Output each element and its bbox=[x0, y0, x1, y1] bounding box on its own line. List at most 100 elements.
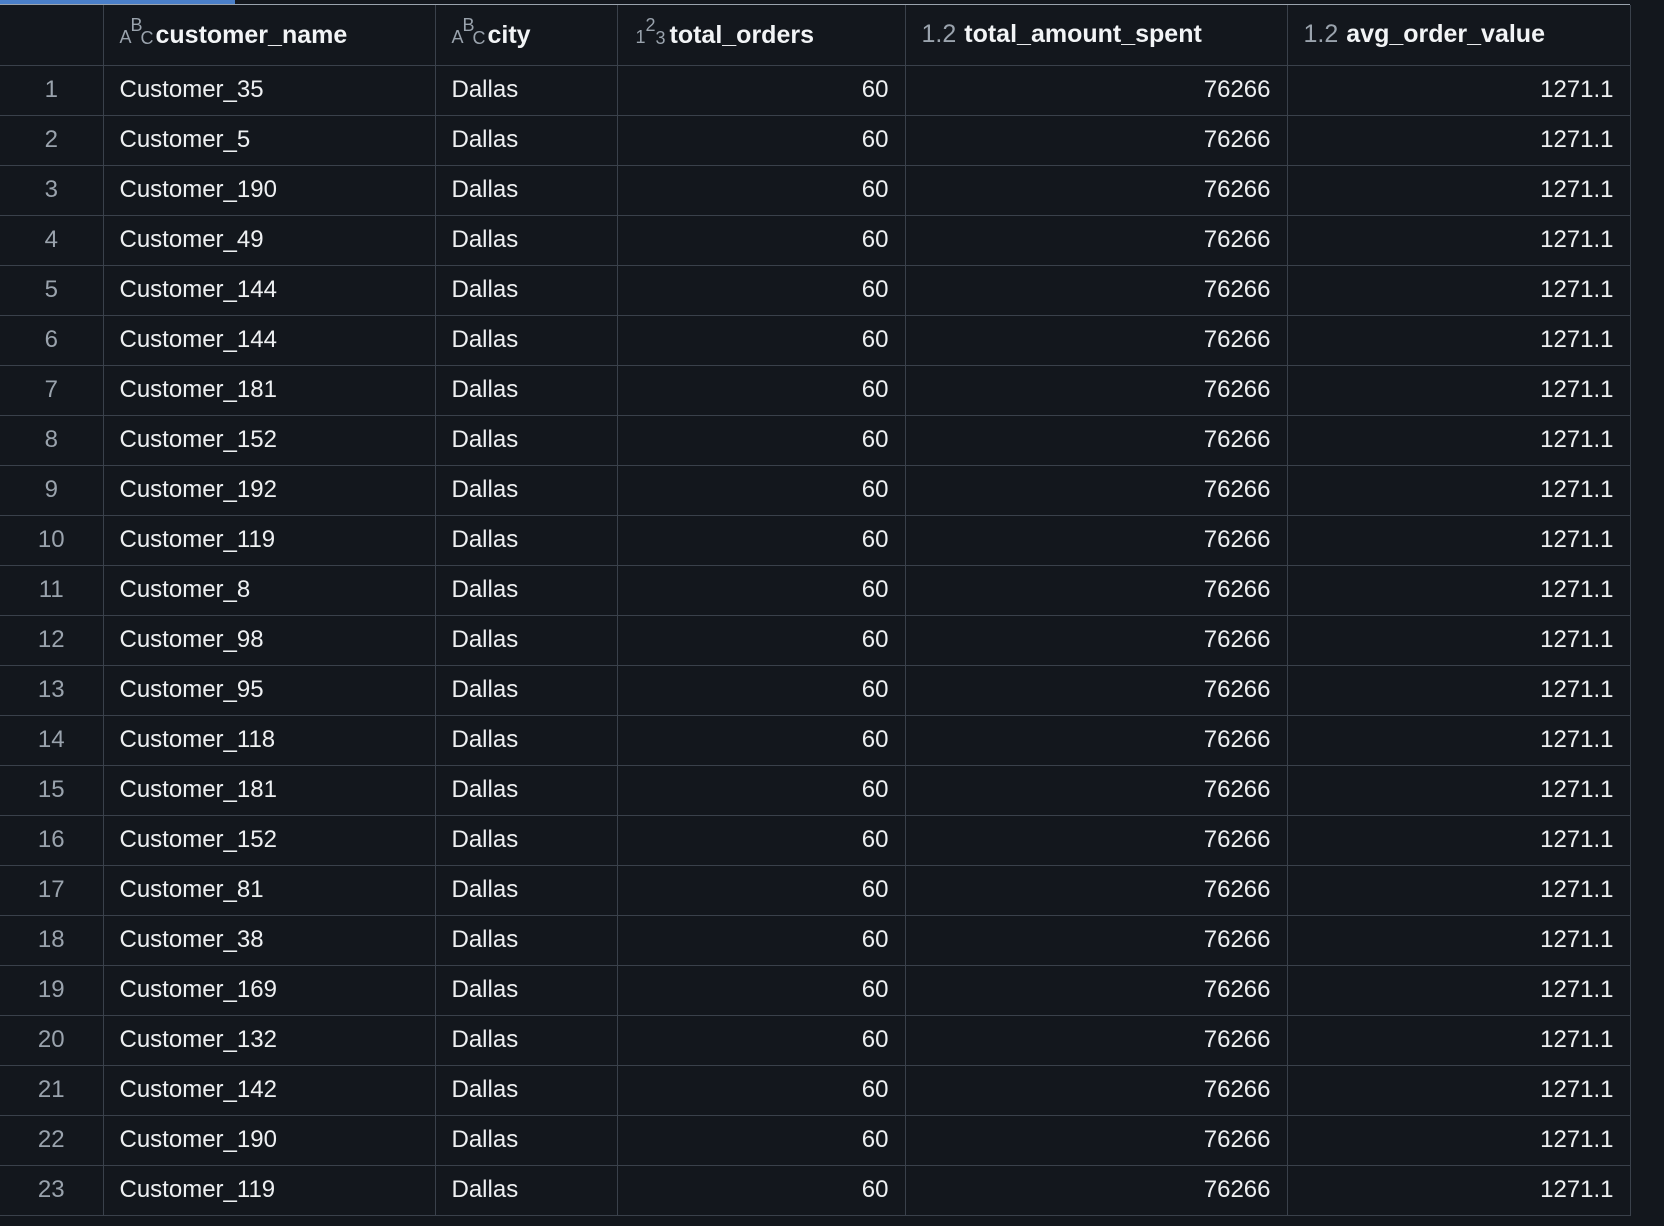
cell-avg-order-value[interactable]: 1271.1 bbox=[1287, 665, 1631, 716]
table-row[interactable]: 7 Customer_181 Dallas 60 76266 1271.1 bbox=[0, 365, 1631, 416]
cell-city[interactable]: Dallas bbox=[435, 865, 618, 916]
cell-avg-order-value[interactable]: 1271.1 bbox=[1287, 1115, 1631, 1166]
cell-avg-order-value[interactable]: 1271.1 bbox=[1287, 915, 1631, 966]
cell-customer-name[interactable]: Customer_152 bbox=[103, 815, 436, 866]
cell-city[interactable]: Dallas bbox=[435, 965, 618, 1016]
cell-total-orders[interactable]: 60 bbox=[617, 65, 906, 116]
cell-total-amount-spent[interactable]: 76266 bbox=[905, 1065, 1288, 1116]
cell-total-amount-spent[interactable]: 76266 bbox=[905, 715, 1288, 766]
cell-total-orders[interactable]: 60 bbox=[617, 315, 906, 366]
cell-avg-order-value[interactable]: 1271.1 bbox=[1287, 1065, 1631, 1116]
table-row[interactable]: 9 Customer_192 Dallas 60 76266 1271.1 bbox=[0, 465, 1631, 516]
cell-total-orders[interactable]: 60 bbox=[617, 565, 906, 616]
cell-total-orders[interactable]: 60 bbox=[617, 665, 906, 716]
cell-customer-name[interactable]: Customer_118 bbox=[103, 715, 436, 766]
row-index-cell[interactable]: 17 bbox=[0, 865, 104, 916]
table-row[interactable]: 4 Customer_49 Dallas 60 76266 1271.1 bbox=[0, 215, 1631, 266]
cell-avg-order-value[interactable]: 1271.1 bbox=[1287, 165, 1631, 216]
cell-customer-name[interactable]: Customer_190 bbox=[103, 1115, 436, 1166]
cell-total-amount-spent[interactable]: 76266 bbox=[905, 65, 1288, 116]
row-index-cell[interactable]: 19 bbox=[0, 965, 104, 1016]
row-index-cell[interactable]: 20 bbox=[0, 1015, 104, 1066]
cell-total-amount-spent[interactable]: 76266 bbox=[905, 515, 1288, 566]
table-row[interactable]: 1 Customer_35 Dallas 60 76266 1271.1 bbox=[0, 65, 1631, 116]
cell-total-orders[interactable]: 60 bbox=[617, 865, 906, 916]
cell-total-orders[interactable]: 60 bbox=[617, 365, 906, 416]
cell-city[interactable]: Dallas bbox=[435, 665, 618, 716]
cell-city[interactable]: Dallas bbox=[435, 815, 618, 866]
cell-city[interactable]: Dallas bbox=[435, 465, 618, 516]
cell-total-amount-spent[interactable]: 76266 bbox=[905, 115, 1288, 166]
row-index-cell[interactable]: 3 bbox=[0, 165, 104, 216]
cell-total-orders[interactable]: 60 bbox=[617, 115, 906, 166]
cell-customer-name[interactable]: Customer_119 bbox=[103, 515, 436, 566]
cell-customer-name[interactable]: Customer_181 bbox=[103, 365, 436, 416]
cell-avg-order-value[interactable]: 1271.1 bbox=[1287, 115, 1631, 166]
cell-total-orders[interactable]: 60 bbox=[617, 765, 906, 816]
cell-city[interactable]: Dallas bbox=[435, 515, 618, 566]
row-index-cell[interactable]: 22 bbox=[0, 1115, 104, 1166]
cell-avg-order-value[interactable]: 1271.1 bbox=[1287, 415, 1631, 466]
cell-total-amount-spent[interactable]: 76266 bbox=[905, 1115, 1288, 1166]
cell-customer-name[interactable]: Customer_181 bbox=[103, 765, 436, 816]
cell-total-orders[interactable]: 60 bbox=[617, 815, 906, 866]
row-index-cell[interactable]: 7 bbox=[0, 365, 104, 416]
row-index-cell[interactable]: 12 bbox=[0, 615, 104, 666]
cell-customer-name[interactable]: Customer_144 bbox=[103, 265, 436, 316]
cell-avg-order-value[interactable]: 1271.1 bbox=[1287, 465, 1631, 516]
cell-total-amount-spent[interactable]: 76266 bbox=[905, 965, 1288, 1016]
row-index-cell[interactable]: 5 bbox=[0, 265, 104, 316]
cell-customer-name[interactable]: Customer_144 bbox=[103, 315, 436, 366]
row-index-cell[interactable]: 15 bbox=[0, 765, 104, 816]
cell-customer-name[interactable]: Customer_142 bbox=[103, 1065, 436, 1116]
table-row[interactable]: 11 Customer_8 Dallas 60 76266 1271.1 bbox=[0, 565, 1631, 616]
row-index-cell[interactable]: 13 bbox=[0, 665, 104, 716]
cell-total-orders[interactable]: 60 bbox=[617, 1115, 906, 1166]
cell-avg-order-value[interactable]: 1271.1 bbox=[1287, 765, 1631, 816]
cell-total-orders[interactable]: 60 bbox=[617, 165, 906, 216]
cell-city[interactable]: Dallas bbox=[435, 565, 618, 616]
table-row[interactable]: 18 Customer_38 Dallas 60 76266 1271.1 bbox=[0, 915, 1631, 966]
cell-customer-name[interactable]: Customer_192 bbox=[103, 465, 436, 516]
cell-total-amount-spent[interactable]: 76266 bbox=[905, 565, 1288, 616]
cell-city[interactable]: Dallas bbox=[435, 1115, 618, 1166]
row-index-cell[interactable]: 6 bbox=[0, 315, 104, 366]
cell-total-orders[interactable]: 60 bbox=[617, 1165, 906, 1216]
cell-customer-name[interactable]: Customer_81 bbox=[103, 865, 436, 916]
row-index-cell[interactable]: 11 bbox=[0, 565, 104, 616]
column-header-avg-order-value[interactable]: 1.2 avg_order_value bbox=[1287, 5, 1631, 66]
cell-city[interactable]: Dallas bbox=[435, 215, 618, 266]
cell-avg-order-value[interactable]: 1271.1 bbox=[1287, 865, 1631, 916]
cell-total-amount-spent[interactable]: 76266 bbox=[905, 865, 1288, 916]
cell-customer-name[interactable]: Customer_190 bbox=[103, 165, 436, 216]
table-row[interactable]: 16 Customer_152 Dallas 60 76266 1271.1 bbox=[0, 815, 1631, 866]
cell-total-orders[interactable]: 60 bbox=[617, 415, 906, 466]
cell-total-orders[interactable]: 60 bbox=[617, 215, 906, 266]
cell-total-amount-spent[interactable]: 76266 bbox=[905, 665, 1288, 716]
cell-total-orders[interactable]: 60 bbox=[617, 615, 906, 666]
cell-avg-order-value[interactable]: 1271.1 bbox=[1287, 1015, 1631, 1066]
row-index-cell[interactable]: 18 bbox=[0, 915, 104, 966]
table-row[interactable]: 23 Customer_119 Dallas 60 76266 1271.1 bbox=[0, 1165, 1631, 1216]
cell-total-orders[interactable]: 60 bbox=[617, 1065, 906, 1116]
cell-total-amount-spent[interactable]: 76266 bbox=[905, 465, 1288, 516]
cell-city[interactable]: Dallas bbox=[435, 265, 618, 316]
cell-total-orders[interactable]: 60 bbox=[617, 465, 906, 516]
cell-city[interactable]: Dallas bbox=[435, 1165, 618, 1216]
cell-total-amount-spent[interactable]: 76266 bbox=[905, 765, 1288, 816]
cell-city[interactable]: Dallas bbox=[435, 915, 618, 966]
cell-customer-name[interactable]: Customer_38 bbox=[103, 915, 436, 966]
cell-avg-order-value[interactable]: 1271.1 bbox=[1287, 65, 1631, 116]
cell-total-amount-spent[interactable]: 76266 bbox=[905, 815, 1288, 866]
table-row[interactable]: 2 Customer_5 Dallas 60 76266 1271.1 bbox=[0, 115, 1631, 166]
cell-customer-name[interactable]: Customer_119 bbox=[103, 1165, 436, 1216]
cell-total-orders[interactable]: 60 bbox=[617, 915, 906, 966]
cell-customer-name[interactable]: Customer_35 bbox=[103, 65, 436, 116]
table-row[interactable]: 13 Customer_95 Dallas 60 76266 1271.1 bbox=[0, 665, 1631, 716]
cell-city[interactable]: Dallas bbox=[435, 715, 618, 766]
cell-city[interactable]: Dallas bbox=[435, 65, 618, 116]
table-row[interactable]: 12 Customer_98 Dallas 60 76266 1271.1 bbox=[0, 615, 1631, 666]
cell-total-orders[interactable]: 60 bbox=[617, 1015, 906, 1066]
row-index-cell[interactable]: 2 bbox=[0, 115, 104, 166]
cell-customer-name[interactable]: Customer_95 bbox=[103, 665, 436, 716]
